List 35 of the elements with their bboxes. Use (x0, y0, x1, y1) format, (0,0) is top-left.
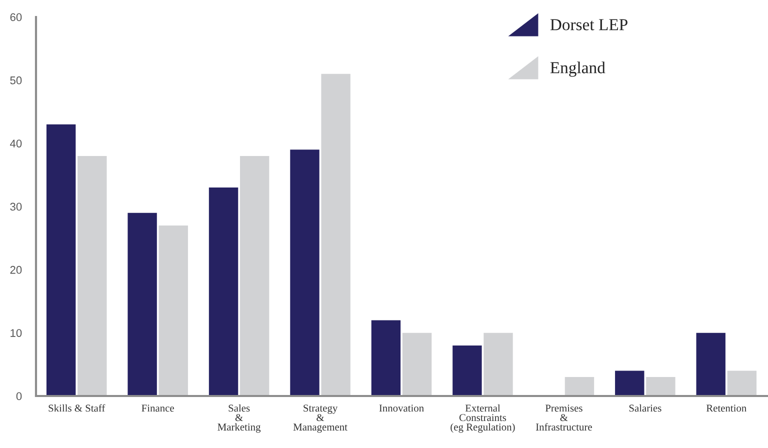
bar (646, 377, 676, 396)
bar (696, 332, 726, 396)
bar (564, 377, 594, 396)
legend-label: Dorset LEP (550, 19, 628, 30)
bar (46, 124, 76, 396)
y-tick-label: 50 (10, 76, 22, 84)
bar (452, 345, 482, 396)
bar (402, 332, 432, 396)
bar (290, 150, 320, 396)
x-tick-label: Skills & Staff (48, 404, 106, 412)
x-tick-label: Retention (706, 404, 746, 412)
bar (727, 370, 757, 396)
x-tick-label: Premises & Infrastructure (536, 404, 592, 431)
x-tick-label: Salaries (629, 404, 662, 412)
x-tick-label: External Constraints (eg Regulation) (450, 404, 515, 433)
bar (78, 156, 107, 396)
y-tick-label: 20 (10, 266, 22, 274)
x-tick-label: Sales & Marketing (218, 404, 261, 433)
bar (484, 332, 513, 396)
bar (240, 156, 270, 396)
y-tick-label: 60 (10, 13, 22, 22)
x-tick-label: Innovation (379, 404, 424, 412)
x-tick-label: Strategy & Management (293, 404, 348, 433)
bar (158, 225, 188, 396)
y-tick-label: 10 (10, 329, 22, 337)
bar (321, 74, 350, 396)
bar (615, 370, 644, 396)
bar (208, 188, 238, 396)
y-tick-label: 40 (10, 140, 22, 148)
bar (128, 212, 157, 396)
bar (371, 320, 401, 396)
y-tick-label: 30 (10, 202, 22, 211)
x-tick-label: Finance (142, 404, 174, 412)
y-tick-label: 0 (16, 392, 22, 400)
legend-label: England (550, 62, 606, 77)
